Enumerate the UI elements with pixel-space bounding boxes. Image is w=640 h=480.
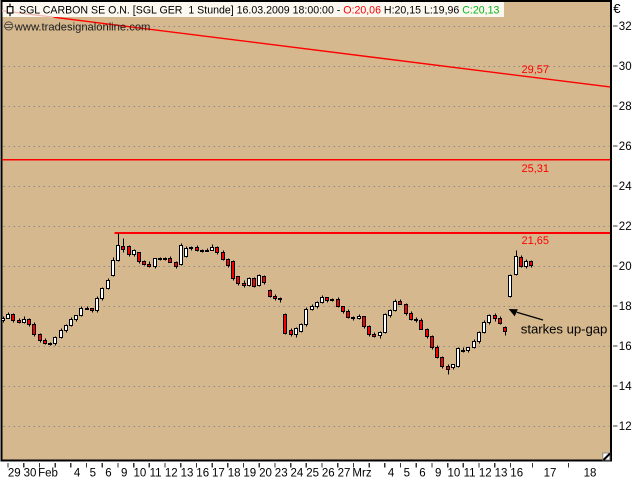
svg-text:32: 32: [619, 21, 632, 33]
svg-text:25: 25: [306, 468, 319, 480]
svg-text:25,31: 25,31: [522, 163, 550, 175]
svg-text:30: 30: [619, 61, 632, 73]
svg-text:24: 24: [619, 181, 632, 193]
svg-text:SGL CARBON SE O.N. [SGL GER 1: SGL CARBON SE O.N. [SGL GER 1 Stunde] 16…: [19, 5, 499, 17]
svg-text:30: 30: [24, 468, 37, 480]
svg-text:29,57: 29,57: [522, 64, 550, 76]
svg-text:5: 5: [90, 468, 96, 480]
svg-text:23: 23: [275, 468, 288, 480]
svg-text:14: 14: [619, 381, 632, 393]
svg-text:10: 10: [134, 468, 147, 480]
svg-text:9: 9: [435, 468, 441, 480]
svg-text:28: 28: [619, 101, 632, 113]
svg-text:16: 16: [510, 468, 523, 480]
svg-text:12: 12: [165, 468, 178, 480]
svg-text:29: 29: [8, 468, 21, 480]
svg-text:12: 12: [479, 468, 492, 480]
svg-text:26: 26: [619, 141, 632, 153]
svg-text:16: 16: [619, 341, 632, 353]
svg-text:20: 20: [259, 468, 272, 480]
svg-text:starkes up-gap: starkes up-gap: [521, 322, 608, 337]
svg-text:Mrz: Mrz: [352, 468, 371, 480]
svg-text:17: 17: [212, 468, 225, 480]
svg-text:18: 18: [228, 468, 241, 480]
svg-text:€: €: [613, 1, 621, 16]
svg-text:11: 11: [150, 468, 162, 480]
svg-text:4: 4: [388, 468, 395, 480]
svg-text:9: 9: [121, 468, 127, 480]
svg-text:13: 13: [495, 468, 508, 480]
svg-text:5: 5: [404, 468, 410, 480]
svg-text:18: 18: [619, 301, 632, 313]
svg-text:6: 6: [419, 468, 425, 480]
svg-text:12: 12: [619, 421, 632, 433]
svg-text:Feb: Feb: [38, 468, 58, 480]
svg-text:13: 13: [181, 468, 194, 480]
svg-text:26: 26: [322, 468, 335, 480]
svg-text:10: 10: [448, 468, 461, 480]
svg-text:20: 20: [619, 261, 632, 273]
svg-text:27: 27: [338, 468, 351, 480]
svg-text:11: 11: [464, 468, 476, 480]
svg-text:22: 22: [619, 221, 632, 233]
svg-text:21,65: 21,65: [522, 235, 550, 247]
svg-text:www.tradesignalonline.com: www.tradesignalonline.com: [14, 22, 151, 34]
svg-text:4: 4: [74, 468, 81, 480]
svg-text:6: 6: [105, 468, 111, 480]
svg-text:24: 24: [291, 468, 304, 480]
svg-text:18: 18: [584, 468, 597, 480]
svg-text:17: 17: [544, 468, 557, 480]
svg-text:19: 19: [243, 468, 256, 480]
svg-text:16: 16: [196, 468, 209, 480]
